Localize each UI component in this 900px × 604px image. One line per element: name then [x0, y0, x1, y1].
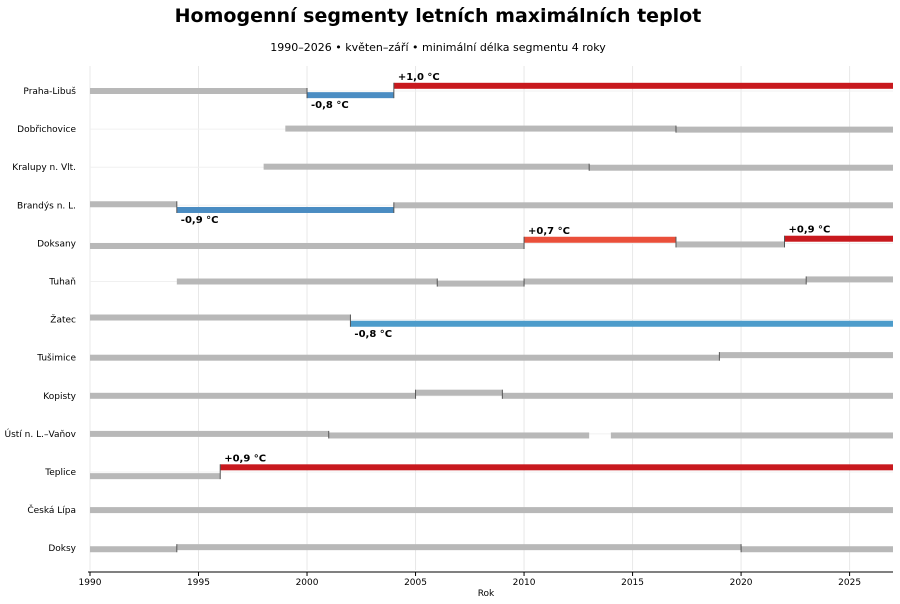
x-tick-label: 2010	[513, 578, 536, 588]
shift-annotation: +0,7 °C	[528, 226, 570, 237]
segment-bar	[393, 202, 893, 209]
station-label: Kralupy n. Vlt.	[12, 163, 76, 173]
segment-bar	[90, 354, 720, 361]
segment-bar	[90, 201, 177, 208]
x-axis-label: Rok	[478, 589, 495, 599]
segment-bar	[90, 473, 221, 480]
segment-bar	[502, 392, 893, 399]
segment-bar	[415, 389, 503, 396]
shift-annotation: +0,9 °C	[788, 225, 830, 236]
station-label: Doksany	[37, 239, 77, 249]
x-tick-label: 1995	[187, 578, 210, 588]
chart-subtitle: 1990–2026 • květen–září • minimální délk…	[270, 41, 606, 54]
segment-bar	[90, 546, 177, 553]
segment-bar	[90, 314, 351, 321]
station-label: Doksy	[48, 544, 76, 554]
segment-bar	[263, 163, 590, 170]
segment-bar	[90, 507, 893, 514]
shift-annotation: -0,9 °C	[181, 215, 219, 226]
shift-annotation: +1,0 °C	[398, 72, 440, 83]
x-tick-label: 2000	[296, 578, 319, 588]
x-tick-label: 1990	[79, 578, 102, 588]
segment-bar	[350, 320, 893, 327]
segment-bar	[90, 430, 329, 437]
segment-bar	[307, 92, 394, 99]
segment-bar	[675, 241, 785, 248]
station-label: Žatec	[50, 314, 76, 326]
x-tick-label: 2005	[404, 578, 427, 588]
segment-bar	[220, 464, 894, 471]
segment-bar	[176, 278, 438, 285]
x-tick-label: 2015	[621, 578, 644, 588]
station-label: Dobřichovice	[17, 125, 76, 135]
annotations-layer: -0,8 °C +1,0 °C -0,9 °C +0,7 °C +0,9 °C -0,8 …	[181, 72, 831, 465]
segment-bar	[393, 82, 893, 89]
shift-annotation: +0,9 °C	[224, 453, 266, 464]
station-label: Tuhaň	[48, 277, 76, 288]
x-axis: 1990 1995 2000 2005 2010 2015 2020 2025	[79, 571, 893, 588]
segment-bar	[784, 235, 893, 242]
segment-bar	[719, 352, 893, 359]
station-label: Kopisty	[43, 392, 76, 402]
shift-annotation: -0,8 °C	[311, 100, 349, 111]
segment-bar	[437, 280, 525, 287]
segment-bar	[524, 278, 807, 285]
station-label: Tušimice	[36, 353, 76, 364]
segment-bar	[176, 206, 394, 213]
segment-bar	[524, 236, 676, 243]
segment-bar	[90, 88, 308, 94]
station-label: Česká Lípa	[27, 504, 76, 516]
segment-bar	[285, 125, 676, 132]
segment-bar	[806, 276, 893, 283]
x-tick-label: 2020	[730, 578, 753, 588]
segment-bar	[610, 432, 893, 439]
shift-annotation: -0,8 °C	[354, 329, 392, 340]
segment-bar	[176, 544, 742, 551]
station-label: Ústí n. L.–Vaňov	[5, 428, 77, 440]
segment-bar	[328, 432, 590, 439]
station-label: Praha-Libuš	[23, 86, 76, 97]
chart-title: Homogenní segmenty letních maximálních t…	[175, 5, 702, 27]
station-label: Teplice	[44, 468, 76, 478]
station-labels: Praha-Libuš Dobřichovice Kralupy n. Vlt. Br…	[5, 86, 77, 554]
segments-layer	[90, 82, 894, 553]
x-tick-label: 2025	[838, 578, 861, 588]
station-label: Brandýs n. L.	[17, 201, 76, 211]
segment-bar	[675, 126, 893, 133]
segment-bar	[589, 164, 893, 171]
segment-bar	[90, 392, 416, 399]
segment-bar	[741, 546, 893, 553]
segment-bar	[90, 243, 525, 249]
